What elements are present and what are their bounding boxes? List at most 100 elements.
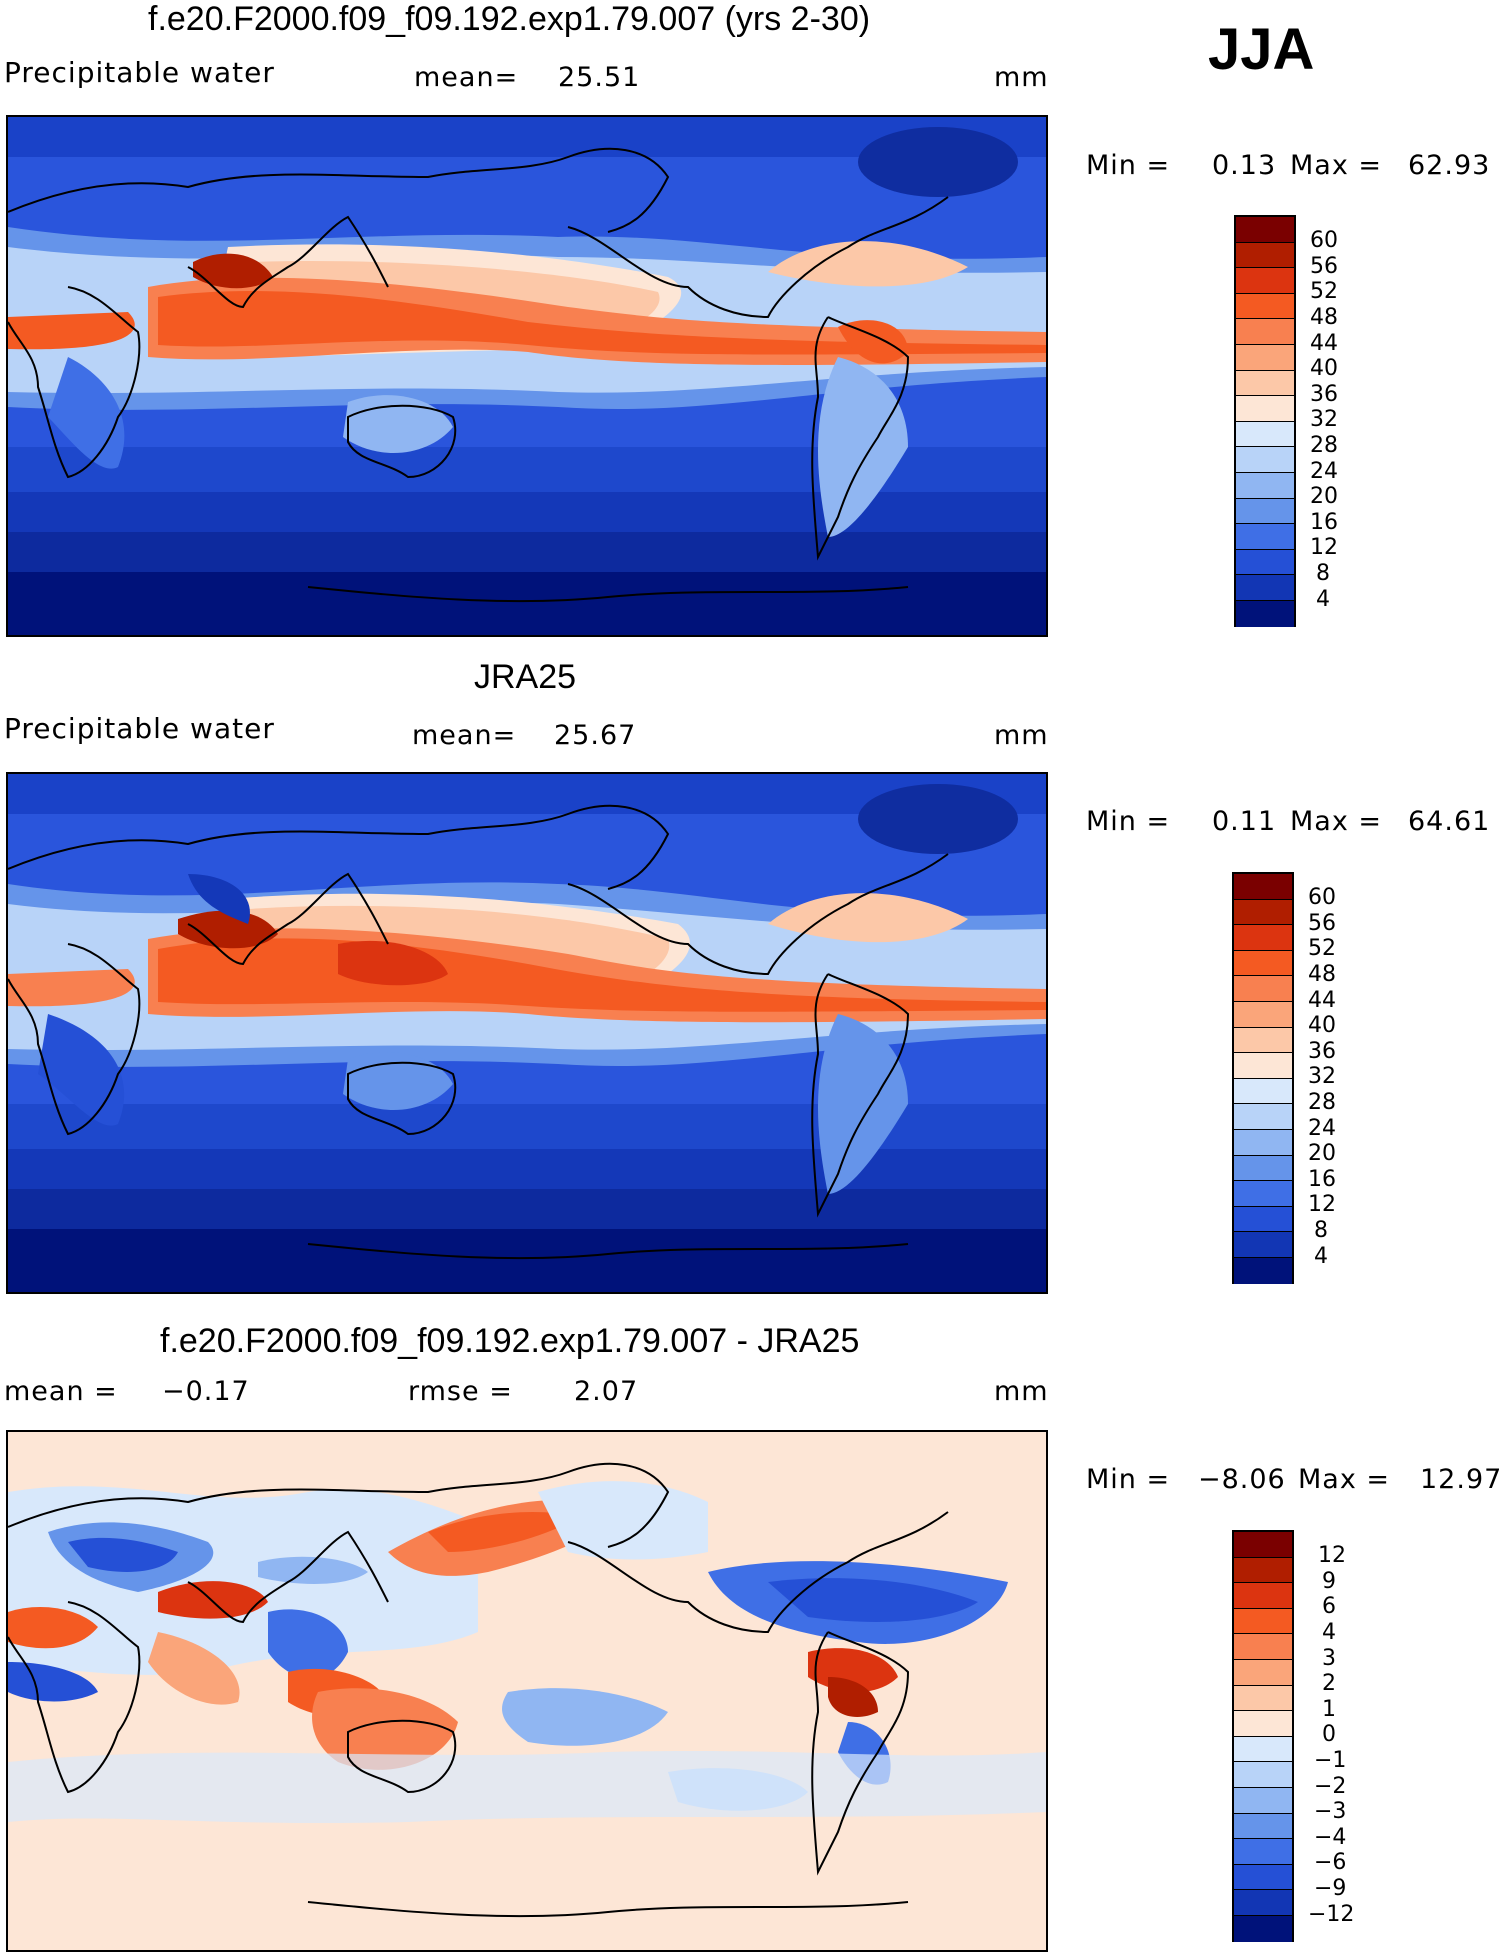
- colorbar-swatch: [1234, 1257, 1292, 1284]
- colorbar-swatch: [1234, 899, 1292, 926]
- panel-obs-map: [6, 772, 1048, 1294]
- colorbar-swatch: [1236, 472, 1294, 499]
- coastline-outlines: [8, 147, 949, 603]
- panel-model-min-label: Min =: [1086, 150, 1171, 181]
- colorbar-swatch: [1234, 1078, 1292, 1105]
- colorbar-tick: 12: [1308, 1192, 1336, 1217]
- colorbar-tick: 32: [1310, 407, 1338, 432]
- panel-model-map: [6, 115, 1048, 637]
- colorbar-swatch: [1234, 1608, 1292, 1635]
- panel-diff-mean-label: mean =: [4, 1376, 118, 1407]
- colorbar-swatch: [1234, 1181, 1292, 1207]
- colorbar-swatch: [1234, 1762, 1292, 1788]
- panel-model-colorbar: [1234, 215, 1296, 627]
- panel-model-max-value: 62.93: [1408, 150, 1491, 181]
- colorbar-tick: 60: [1310, 228, 1338, 253]
- colorbar-tick: 16: [1310, 510, 1338, 535]
- colorbar-tick: −4: [1314, 1825, 1347, 1850]
- season-label: JJA: [1208, 17, 1315, 82]
- colorbar-tick: 4: [1316, 587, 1330, 612]
- colorbar-swatch: [1234, 1053, 1292, 1079]
- panel-obs-units: mm: [994, 720, 1049, 751]
- colorbar-tick: 40: [1310, 356, 1338, 381]
- colorbar-swatch: [1236, 396, 1294, 422]
- panel-diff-title: f.e20.F2000.f09_f09.192.exp1.79.007 - JR…: [160, 1322, 860, 1360]
- panel-model-title: f.e20.F2000.f09_f09.192.exp1.79.007 (yrs…: [148, 0, 871, 38]
- colorbar-tick: 28: [1310, 433, 1338, 458]
- colorbar-swatch: [1236, 319, 1294, 345]
- colorbar-swatch: [1234, 1583, 1292, 1609]
- panel-diff-max-value: 12.97: [1420, 1464, 1500, 1495]
- panel-obs-max-value: 64.61: [1408, 806, 1491, 837]
- colorbar-tick: 36: [1310, 382, 1338, 407]
- colorbar-tick: 28: [1308, 1090, 1336, 1115]
- colorbar-tick: 52: [1308, 936, 1336, 961]
- panel-diff-map: [6, 1430, 1048, 1952]
- panel-model-min-value: 0.13: [1212, 150, 1277, 181]
- panel-diff-contour-field: [8, 1432, 1046, 1950]
- colorbar-tick: 20: [1308, 1141, 1336, 1166]
- colorbar-swatch: [1234, 874, 1292, 900]
- panel-model-units: mm: [994, 62, 1049, 93]
- colorbar-swatch: [1234, 1232, 1292, 1258]
- colorbar-swatch: [1234, 976, 1292, 1002]
- panel-obs-min-label: Min =: [1086, 806, 1171, 837]
- colorbar-swatch: [1234, 1864, 1292, 1891]
- colorbar-tick: 60: [1308, 885, 1336, 910]
- colorbar-tick: −9: [1314, 1876, 1347, 1901]
- colorbar-tick: 20: [1310, 484, 1338, 509]
- colorbar-swatch: [1234, 1685, 1292, 1712]
- panel-obs-max-label: Max =: [1290, 806, 1383, 837]
- colorbar-tick: 12: [1310, 535, 1338, 560]
- colorbar-tick: 16: [1308, 1167, 1336, 1192]
- colorbar-swatch: [1236, 370, 1294, 397]
- colorbar-swatch: [1236, 242, 1294, 269]
- colorbar-tick: 9: [1322, 1569, 1336, 1594]
- colorbar-tick: 52: [1310, 279, 1338, 304]
- colorbar-tick: 40: [1308, 1013, 1336, 1038]
- colorbar-tick: 48: [1310, 305, 1338, 330]
- colorbar-swatch: [1234, 1104, 1292, 1130]
- colorbar-tick: 4: [1322, 1620, 1336, 1645]
- colorbar-swatch: [1234, 925, 1292, 951]
- panel-obs-contour-field: [8, 774, 1046, 1292]
- panel-diff-rmse-value: 2.07: [574, 1376, 639, 1407]
- panel-model-mean-value: 25.51: [558, 62, 641, 93]
- colorbar-tick: 2: [1322, 1671, 1336, 1696]
- colorbar-tick: −6: [1314, 1850, 1347, 1875]
- colorbar-tick: 8: [1316, 561, 1330, 586]
- colorbar-swatch: [1234, 1813, 1292, 1840]
- colorbar-swatch: [1234, 1711, 1292, 1737]
- panel-diff-units: mm: [994, 1376, 1049, 1407]
- panel-obs-colorbar: [1232, 872, 1294, 1284]
- colorbar-tick: 12: [1318, 1543, 1346, 1568]
- colorbar-tick: −12: [1308, 1902, 1355, 1927]
- colorbar-tick: −2: [1314, 1774, 1347, 1799]
- colorbar-tick: 32: [1308, 1064, 1336, 1089]
- colorbar-tick: −3: [1314, 1799, 1347, 1824]
- colorbar-swatch: [1234, 950, 1292, 977]
- panel-model-mean-label: mean=: [414, 62, 519, 93]
- colorbar-tick: 44: [1310, 331, 1338, 356]
- colorbar-tick: 6: [1322, 1594, 1336, 1619]
- panel-obs-mean-value: 25.67: [554, 720, 637, 751]
- colorbar-tick: −1: [1314, 1748, 1347, 1773]
- colorbar-tick: 3: [1322, 1646, 1336, 1671]
- colorbar-swatch: [1236, 268, 1294, 294]
- colorbar-tick: 56: [1310, 254, 1338, 279]
- colorbar-swatch: [1236, 421, 1294, 448]
- colorbar-tick: 24: [1310, 459, 1338, 484]
- colorbar-swatch: [1234, 1890, 1292, 1916]
- panel-obs-variable-label: Precipitable water: [4, 712, 275, 745]
- colorbar-tick: 48: [1308, 962, 1336, 987]
- colorbar-swatch: [1236, 600, 1294, 627]
- panel-model-variable-label: Precipitable water: [4, 56, 275, 89]
- colorbar-swatch: [1234, 1001, 1292, 1028]
- colorbar-swatch: [1236, 498, 1294, 525]
- colorbar-swatch: [1234, 1155, 1292, 1182]
- panel-obs-mean-label: mean=: [412, 720, 517, 751]
- colorbar-tick: 44: [1308, 988, 1336, 1013]
- panel-obs-title: JRA25: [474, 658, 577, 696]
- colorbar-tick: 4: [1314, 1244, 1328, 1269]
- colorbar-swatch: [1234, 1634, 1292, 1660]
